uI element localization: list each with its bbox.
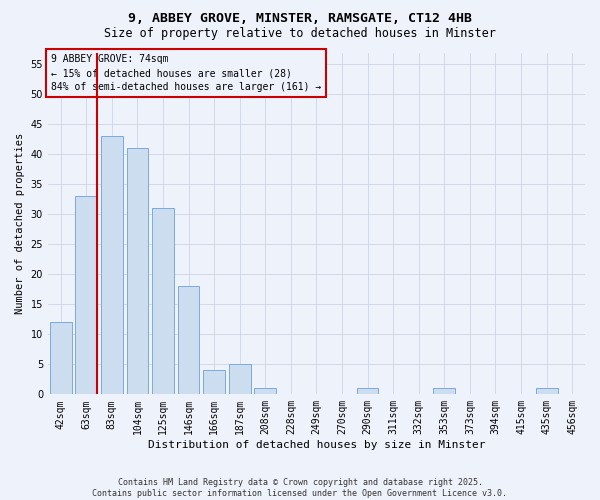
Bar	[536, 388, 557, 394]
Bar	[152, 208, 174, 394]
Bar	[50, 322, 71, 394]
Bar	[178, 286, 199, 395]
Text: 9, ABBEY GROVE, MINSTER, RAMSGATE, CT12 4HB: 9, ABBEY GROVE, MINSTER, RAMSGATE, CT12 …	[128, 12, 472, 26]
Bar	[229, 364, 251, 394]
Bar	[127, 148, 148, 394]
Bar	[433, 388, 455, 394]
Y-axis label: Number of detached properties: Number of detached properties	[15, 133, 25, 314]
X-axis label: Distribution of detached houses by size in Minster: Distribution of detached houses by size …	[148, 440, 485, 450]
Bar	[203, 370, 225, 394]
Bar	[101, 136, 123, 394]
Bar	[76, 196, 97, 394]
Bar	[254, 388, 276, 394]
Text: Size of property relative to detached houses in Minster: Size of property relative to detached ho…	[104, 28, 496, 40]
Text: Contains HM Land Registry data © Crown copyright and database right 2025.
Contai: Contains HM Land Registry data © Crown c…	[92, 478, 508, 498]
Text: 9 ABBEY GROVE: 74sqm
← 15% of detached houses are smaller (28)
84% of semi-detac: 9 ABBEY GROVE: 74sqm ← 15% of detached h…	[50, 54, 321, 92]
Bar	[357, 388, 379, 394]
